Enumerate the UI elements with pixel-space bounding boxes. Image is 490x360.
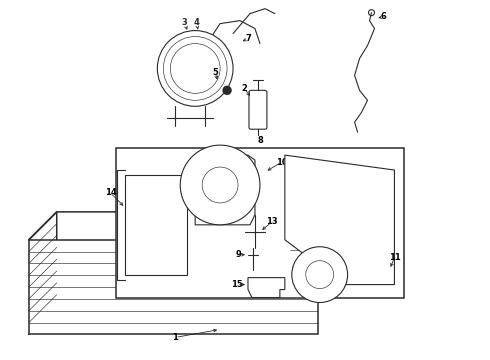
- Bar: [29, 240, 318, 334]
- Text: 12: 12: [309, 257, 320, 266]
- Text: 10: 10: [276, 158, 288, 167]
- Text: 9: 9: [235, 250, 241, 259]
- Text: 3: 3: [181, 18, 187, 27]
- Text: 13: 13: [266, 217, 278, 226]
- Polygon shape: [285, 155, 394, 285]
- Bar: [116, 148, 404, 298]
- Text: 8: 8: [257, 136, 263, 145]
- Text: 6: 6: [381, 12, 387, 21]
- Text: 5: 5: [212, 68, 218, 77]
- Text: 14: 14: [105, 188, 117, 197]
- Text: 11: 11: [389, 253, 400, 262]
- Circle shape: [292, 247, 347, 302]
- Circle shape: [223, 86, 231, 94]
- Text: 2: 2: [241, 84, 247, 93]
- FancyBboxPatch shape: [249, 90, 267, 129]
- Text: 4: 4: [193, 18, 199, 27]
- Circle shape: [202, 167, 238, 203]
- Circle shape: [180, 145, 260, 225]
- Polygon shape: [248, 278, 285, 298]
- Bar: [125, 175, 187, 275]
- Circle shape: [157, 31, 233, 106]
- Text: 1: 1: [172, 333, 178, 342]
- Circle shape: [171, 44, 220, 93]
- Circle shape: [306, 261, 334, 289]
- Text: 15: 15: [231, 280, 243, 289]
- Text: 7: 7: [245, 34, 251, 43]
